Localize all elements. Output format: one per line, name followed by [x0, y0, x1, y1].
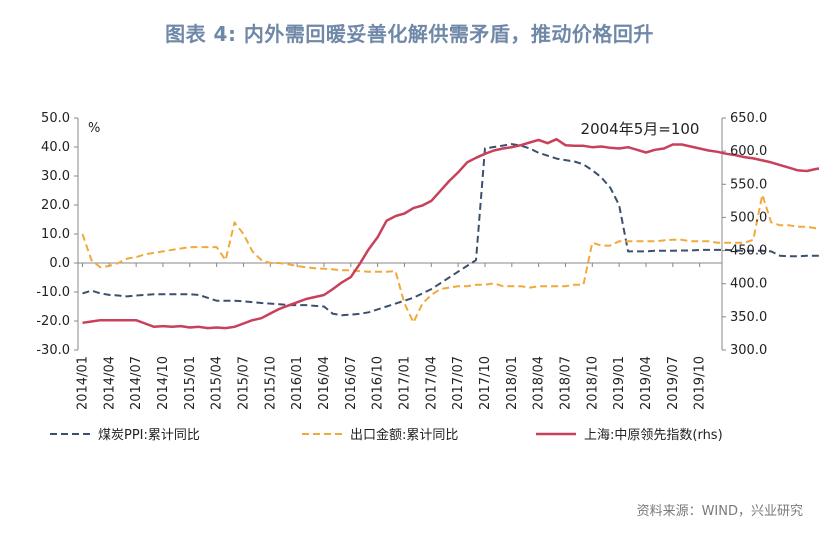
- x-tick-label: 2017/10: [478, 356, 493, 410]
- x-tick-label: 2016/07: [344, 356, 359, 410]
- right-tick-label: 500.0: [730, 210, 767, 225]
- right-tick-label: 400.0: [730, 277, 767, 292]
- x-tick-label: 2017/04: [424, 356, 439, 410]
- source-note: 资料来源：WIND，兴业研究: [636, 504, 803, 519]
- legend-label-1: 煤炭PPI:累计同比: [98, 428, 200, 443]
- left-tick-label: 0.0: [49, 256, 70, 271]
- x-tick-label: 2017/01: [397, 356, 412, 410]
- x-tick-label: 2016/10: [371, 356, 386, 410]
- x-tick-label: 2018/01: [505, 356, 520, 410]
- chart-title: 图表 4: 内外需回暖妥善化解供需矛盾，推动价格回升: [165, 22, 654, 46]
- right-tick-label: 350.0: [730, 310, 767, 325]
- x-tick-label: 2019/07: [666, 356, 681, 410]
- x-tick-label: 2019/10: [693, 356, 708, 410]
- x-tick-label: 2014/01: [75, 356, 90, 410]
- chart-series: [81, 137, 819, 330]
- left-tick-label: -10.0: [36, 285, 70, 300]
- left-tick-label: -30.0: [36, 343, 70, 358]
- series-line-3: [82, 137, 819, 330]
- x-tick-label: 2015/07: [236, 356, 251, 410]
- x-tick-label: 2014/10: [156, 356, 171, 410]
- x-tick-label: 2016/04: [317, 356, 332, 410]
- x-tick-label: 2015/10: [263, 356, 278, 410]
- left-tick-label: 20.0: [41, 198, 70, 213]
- left-axis-unit: %: [88, 121, 100, 136]
- chart-legend: 煤炭PPI:累计同比 出口金额:累计同比 上海:中原领先指数(rhs): [50, 427, 723, 443]
- chart-tick-labels: 50.0 40.0 30.0 20.0 10.0 0.0 -10.0 -20.0 -30.0 65…: [36, 111, 767, 410]
- series-line-2: [81, 193, 819, 324]
- left-tick-label: 10.0: [41, 227, 70, 242]
- x-tick-label: 2019/04: [639, 356, 654, 410]
- series-line-1: [82, 143, 819, 317]
- base-annotation: 2004年5月=100: [581, 120, 700, 138]
- x-tick-label: 2019/01: [612, 356, 627, 410]
- right-tick-label: 650.0: [730, 111, 767, 126]
- chart-axes: [74, 117, 726, 351]
- right-tick-label: 550.0: [730, 177, 767, 192]
- x-tick-label: 2015/04: [210, 356, 225, 410]
- legend-label-2: 出口金额:累计同比: [350, 427, 458, 443]
- x-tick-label: 2016/01: [290, 356, 305, 410]
- x-tick-label: 2014/07: [129, 356, 144, 410]
- legend-label-3: 上海:中原领先指数(rhs): [584, 428, 723, 443]
- x-tick-label: 2015/01: [183, 356, 198, 410]
- x-tick-label: 2014/04: [102, 356, 117, 410]
- x-tick-label: 2018/04: [532, 356, 547, 410]
- right-tick-label: 450.0: [730, 244, 767, 259]
- left-tick-label: 40.0: [41, 140, 70, 155]
- left-tick-label: 50.0: [41, 111, 70, 126]
- x-tick-label: 2017/07: [451, 356, 466, 410]
- x-tick-label: 2018/10: [585, 356, 600, 410]
- x-tick-label: 2018/07: [558, 356, 573, 410]
- left-tick-label: 30.0: [41, 169, 70, 184]
- right-tick-label: 600.0: [730, 144, 767, 159]
- left-tick-label: -20.0: [36, 314, 70, 329]
- right-tick-label: 300.0: [730, 343, 767, 358]
